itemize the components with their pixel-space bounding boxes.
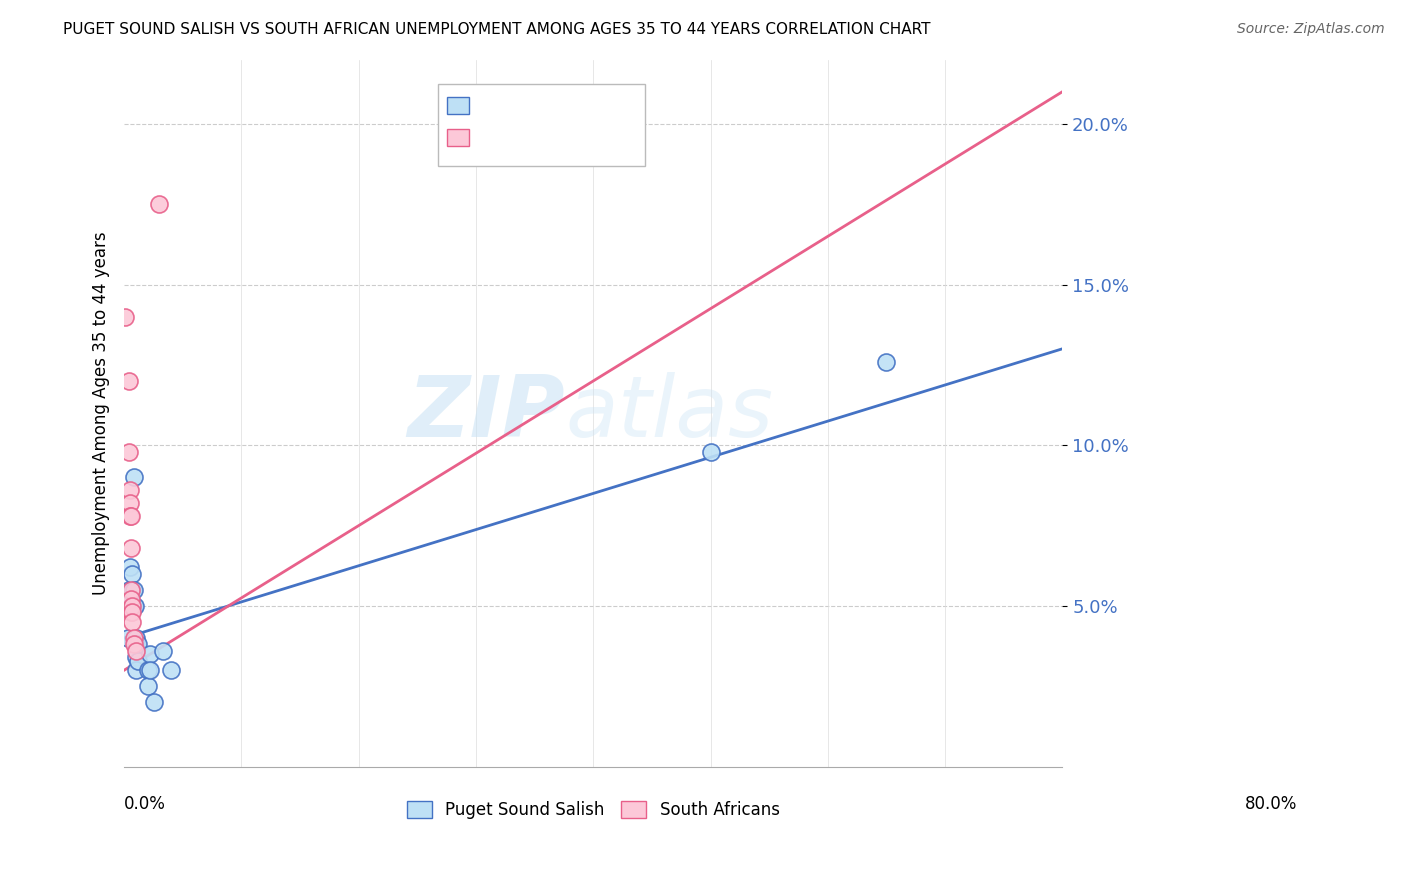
Point [120, 599, 142, 613]
Point [127, 637, 149, 651]
Point [120, 541, 142, 555]
Point [152, 644, 174, 658]
Point [136, 679, 159, 693]
Point [120, 496, 142, 510]
Point [122, 631, 145, 645]
Point [117, 631, 139, 645]
Text: 0.0%: 0.0% [124, 795, 166, 813]
Point [142, 695, 165, 709]
Point [122, 599, 145, 613]
Text: N = 19: N = 19 [567, 96, 630, 114]
Point [125, 631, 148, 645]
Point [118, 444, 141, 458]
Text: Source: ZipAtlas.com: Source: ZipAtlas.com [1237, 22, 1385, 37]
Legend: Puget Sound Salish, South Africans: Puget Sound Salish, South Africans [401, 794, 786, 825]
Point [120, 592, 142, 607]
Point [139, 647, 162, 661]
Point [121, 566, 143, 581]
Point [160, 663, 183, 677]
Point [114, 310, 136, 324]
Point [121, 582, 143, 597]
Point [121, 599, 143, 613]
Point [121, 615, 143, 629]
Point [148, 197, 170, 211]
FancyBboxPatch shape [439, 85, 645, 166]
Point [127, 653, 149, 667]
Point [121, 605, 143, 619]
Point [125, 644, 148, 658]
FancyBboxPatch shape [447, 97, 470, 114]
Point [120, 508, 142, 523]
Point [120, 582, 142, 597]
Y-axis label: Unemployment Among Ages 35 to 44 years: Unemployment Among Ages 35 to 44 years [93, 231, 110, 595]
Text: atlas: atlas [565, 372, 773, 455]
Point [122, 582, 145, 597]
Point [122, 470, 145, 484]
FancyBboxPatch shape [447, 128, 470, 146]
Point [875, 354, 897, 368]
Point [136, 663, 159, 677]
Point [121, 599, 143, 613]
Point [120, 508, 142, 523]
Point [139, 663, 162, 677]
Point [120, 605, 142, 619]
Point [120, 483, 142, 498]
Text: ZIP: ZIP [408, 372, 565, 455]
Point [120, 582, 142, 597]
Text: PUGET SOUND SALISH VS SOUTH AFRICAN UNEMPLOYMENT AMONG AGES 35 TO 44 YEARS CORRE: PUGET SOUND SALISH VS SOUTH AFRICAN UNEM… [63, 22, 931, 37]
Text: R = 0.693: R = 0.693 [479, 128, 571, 146]
Text: N = 18: N = 18 [567, 128, 630, 146]
Point [699, 444, 721, 458]
Point [118, 374, 141, 388]
Text: 80.0%: 80.0% [1244, 795, 1296, 813]
Point [120, 560, 142, 574]
Point [124, 599, 146, 613]
Point [118, 582, 141, 597]
Point [122, 637, 145, 651]
Point [125, 650, 148, 665]
Point [125, 663, 148, 677]
Text: R = 0.640: R = 0.640 [479, 96, 569, 114]
Point [125, 637, 148, 651]
